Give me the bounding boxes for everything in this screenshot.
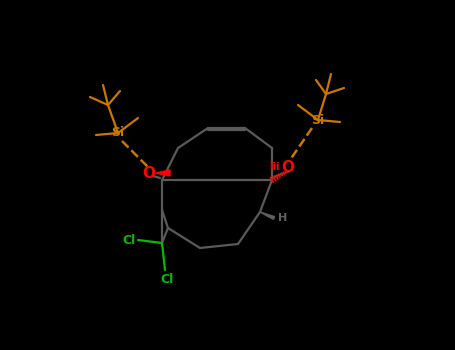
Polygon shape (260, 212, 274, 219)
Text: O: O (282, 160, 294, 175)
Text: O: O (142, 166, 156, 181)
Polygon shape (156, 170, 170, 176)
Text: Si: Si (111, 126, 125, 140)
Text: iii: iii (269, 162, 279, 172)
Text: Si: Si (311, 113, 324, 126)
Text: Cl: Cl (123, 233, 136, 246)
Text: H: H (278, 213, 287, 223)
Text: Cl: Cl (160, 273, 174, 286)
